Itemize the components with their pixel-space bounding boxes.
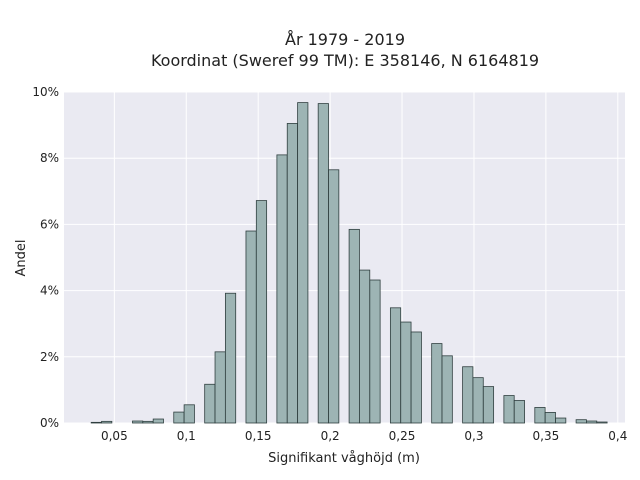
chart-title-line-1: År 1979 - 2019 <box>285 30 405 49</box>
histogram-bar <box>132 420 144 424</box>
x-axis-label: Signifikant våghöjd (m) <box>268 451 420 466</box>
histogram-bar <box>389 307 402 424</box>
histogram-bar <box>183 404 195 424</box>
y-tick-label: 8% <box>40 151 59 165</box>
histogram-bar <box>596 421 608 424</box>
histogram-bar <box>472 377 484 424</box>
histogram-bar <box>586 420 598 424</box>
histogram-bar <box>214 351 226 424</box>
histogram-bar <box>534 407 546 424</box>
histogram-bar <box>152 418 164 424</box>
histogram-bar <box>400 321 412 424</box>
x-tick-labels: 0,05 0,1 0,15 0,2 0,25 0,3 0,35 0,4 <box>101 429 627 443</box>
plot-area <box>64 92 625 423</box>
x-tick-label: 0,1 <box>177 429 196 443</box>
y-tick-label: 10% <box>32 85 59 99</box>
histogram-bar <box>503 395 515 424</box>
x-tick-label: 0,4 <box>608 429 627 443</box>
x-tick-label: 0,3 <box>464 429 483 443</box>
histogram-bar <box>90 421 102 424</box>
histogram-bar <box>462 366 474 424</box>
histogram-bar <box>482 386 495 424</box>
histogram-bar <box>317 103 329 424</box>
x-tick-label: 0,35 <box>533 429 560 443</box>
histogram-bar <box>513 400 525 424</box>
histogram-bar <box>328 169 340 424</box>
y-tick-label: 0% <box>40 416 59 430</box>
y-axis-label: Andel <box>14 240 29 277</box>
histogram-bar <box>359 269 371 424</box>
x-tick-label: 0,2 <box>321 429 340 443</box>
histogram-bar <box>255 200 268 424</box>
histogram-bar <box>348 228 360 424</box>
chart-title-line-2: Koordinat (Sweref 99 TM): E 358146, N 61… <box>151 51 539 70</box>
x-tick-label: 0,15 <box>245 429 272 443</box>
histogram-bar <box>410 331 422 424</box>
x-tick-label: 0,05 <box>101 429 128 443</box>
x-tick-label: 0,25 <box>389 429 416 443</box>
y-tick-label: 6% <box>40 217 59 231</box>
histogram-bar <box>245 230 257 424</box>
histogram-bar <box>286 123 298 424</box>
y-tick-labels: 0% 2% 4% 6% 8% 10% <box>32 85 59 430</box>
histogram-bar <box>204 383 216 424</box>
histogram-bar <box>224 292 237 424</box>
histogram-bar <box>142 420 154 424</box>
histogram-bar <box>431 343 443 424</box>
bars <box>90 102 608 424</box>
y-tick-label: 4% <box>40 284 59 298</box>
histogram-bar <box>555 417 567 424</box>
histogram-bar <box>297 102 309 424</box>
histogram-bar <box>369 279 381 424</box>
y-tick-label: 2% <box>40 350 59 364</box>
histogram-bar <box>441 355 453 424</box>
histogram-bar <box>101 420 113 424</box>
histogram-bar <box>276 154 288 424</box>
histogram-bar <box>173 411 185 424</box>
histogram-bar <box>544 412 556 424</box>
histogram-bar <box>575 419 587 424</box>
